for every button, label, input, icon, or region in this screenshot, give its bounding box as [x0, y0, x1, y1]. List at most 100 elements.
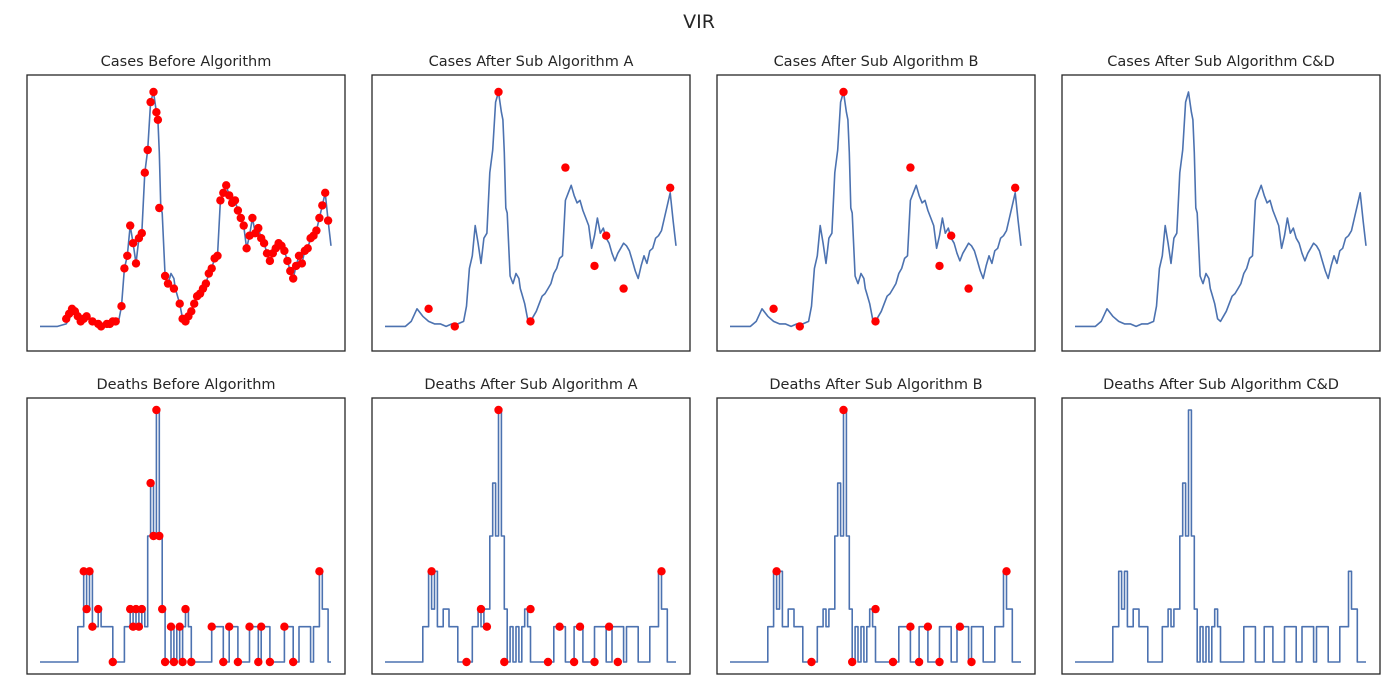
peak-marker — [190, 299, 199, 308]
peak-marker — [82, 312, 91, 321]
peak-marker — [128, 239, 138, 248]
peak-marker — [126, 604, 135, 614]
subplot-title: Deaths After Sub Algorithm A — [424, 377, 637, 393]
axes-frame — [1061, 74, 1381, 352]
peak-marker — [955, 622, 965, 631]
peak-marker — [526, 317, 535, 326]
peak-marker — [222, 181, 231, 190]
peak-marker — [233, 657, 243, 667]
peak-marker — [225, 622, 234, 631]
peak-marker — [160, 271, 170, 281]
peak-marker — [772, 567, 781, 576]
peak-marker — [602, 231, 611, 240]
peak-marker — [967, 657, 976, 667]
peak-marker — [1011, 183, 1020, 192]
peak-marker — [233, 206, 243, 215]
peak-marker — [128, 622, 138, 631]
peak-marker — [158, 604, 167, 614]
axes-frame — [371, 397, 691, 675]
subplot-7: Deaths After Sub Algorithm B — [716, 377, 1036, 675]
series-line-1 — [1075, 409, 1366, 663]
peak-marker — [947, 231, 956, 240]
peak-marker — [575, 622, 585, 631]
peak-marker — [149, 531, 158, 541]
peak-marker — [666, 183, 675, 192]
peak-marker — [153, 115, 163, 125]
peak-marker — [181, 604, 190, 614]
peak-marker — [94, 604, 103, 614]
axes-frame — [716, 74, 1036, 352]
peak-marker — [88, 622, 97, 631]
peak-marker — [248, 213, 257, 223]
peak-marker — [254, 657, 263, 667]
subplot-title: Cases After Sub Algorithm C&D — [1107, 54, 1335, 70]
subplot-grid: Cases Before Algorithm Cases After Sub Al… — [26, 54, 1381, 675]
subplot-3: Cases After Sub Algorithm B — [716, 54, 1036, 352]
subplot-title: Cases After Sub Algorithm A — [429, 54, 634, 70]
peak-marker — [769, 304, 778, 313]
subplot-8: Deaths After Sub Algorithm C&D — [1061, 377, 1381, 675]
peak-marker — [321, 188, 330, 197]
peak-marker — [906, 163, 915, 172]
peak-marker — [424, 304, 433, 313]
peak-marker — [848, 657, 857, 667]
peak-marker — [935, 657, 944, 667]
peak-marker — [137, 229, 146, 238]
subplot-title: Cases After Sub Algorithm B — [774, 54, 979, 70]
peak-marker — [888, 657, 898, 667]
peak-marker — [155, 531, 164, 541]
peak-marker — [230, 196, 240, 205]
peak-marker — [155, 203, 164, 213]
axes-frame — [1061, 397, 1381, 675]
peak-marker — [219, 657, 228, 667]
peak-marker — [839, 87, 848, 97]
subplot-title: Deaths After Sub Algorithm B — [769, 377, 982, 393]
peak-marker — [590, 261, 599, 271]
peak-marker — [117, 302, 126, 311]
figure-suptitle: VIR — [683, 11, 715, 33]
peak-marker — [906, 622, 915, 631]
peak-marker — [323, 216, 333, 225]
peak-marker — [315, 213, 324, 223]
peak-marker — [807, 657, 816, 667]
peak-marker — [315, 567, 324, 576]
peak-marker — [935, 261, 944, 271]
peak-marker — [187, 657, 196, 667]
series-line-1 — [385, 91, 677, 328]
peak-marker — [236, 213, 245, 223]
axes-frame — [26, 74, 346, 352]
peak-marker — [225, 191, 234, 200]
peak-marker — [604, 622, 614, 631]
peak-marker — [297, 259, 307, 268]
peak-marker — [427, 567, 436, 576]
peak-marker — [178, 657, 187, 667]
series-line-1 — [1075, 91, 1367, 328]
subplot-title: Deaths Before Algorithm — [96, 377, 275, 393]
peak-marker — [450, 322, 459, 331]
peak-marker — [245, 622, 254, 631]
peak-marker — [140, 168, 149, 177]
peak-marker — [286, 266, 295, 276]
peak-marker — [914, 657, 924, 667]
peak-marker — [134, 622, 144, 631]
peak-marker — [555, 622, 564, 631]
peak-marker — [146, 478, 155, 488]
peak-marker — [476, 604, 486, 614]
peak-marker — [131, 604, 141, 614]
peak-marker — [152, 405, 161, 415]
subplot-5: Deaths Before Algorithm — [26, 377, 346, 675]
peak-marker — [242, 244, 251, 253]
peak-marker — [280, 622, 289, 631]
peak-marker — [462, 657, 471, 667]
peak-marker — [82, 604, 91, 614]
peak-marker — [120, 264, 129, 273]
subplot-4: Cases After Sub Algorithm C&D — [1061, 54, 1381, 352]
peak-marker — [143, 145, 152, 155]
peak-marker — [494, 405, 503, 415]
peak-marker — [613, 657, 622, 667]
peak-marker — [201, 279, 211, 288]
peak-marker — [85, 567, 94, 576]
peak-marker — [569, 657, 579, 667]
peak-marker — [123, 251, 132, 260]
peak-marker — [289, 274, 298, 283]
